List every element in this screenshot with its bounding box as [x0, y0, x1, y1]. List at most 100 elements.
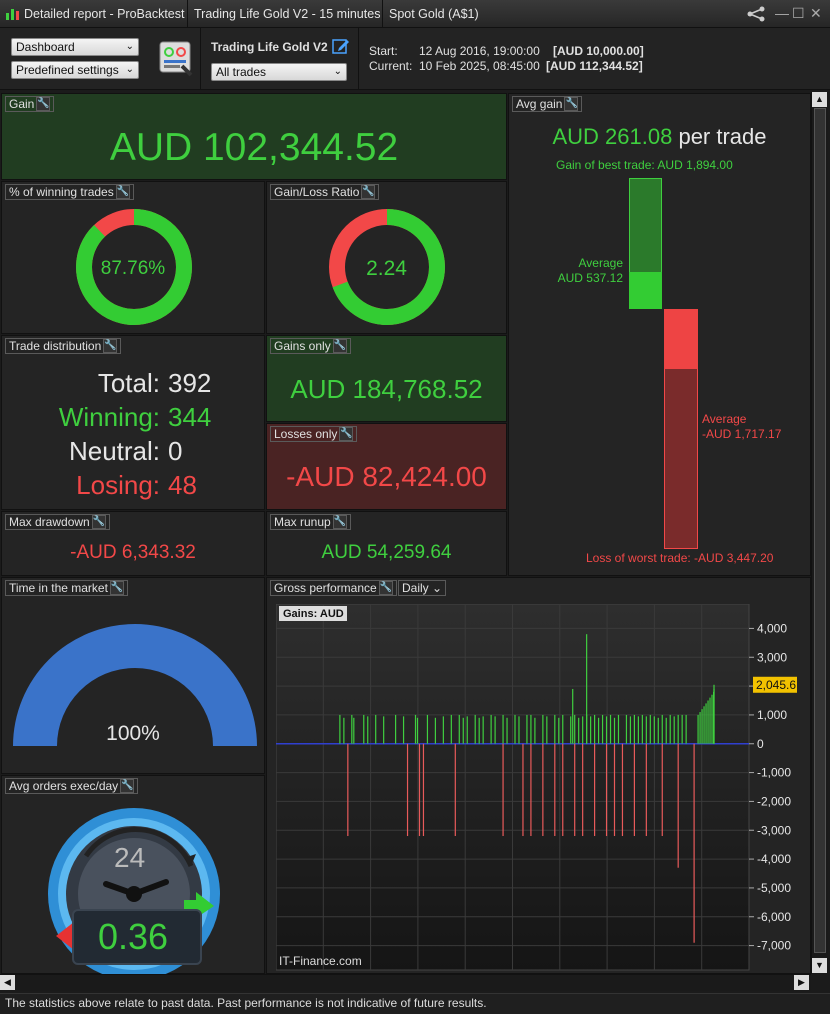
horizontal-scrollbar[interactable]: ◀ ▶ — [0, 974, 811, 991]
scroll-left-icon[interactable]: ◀ — [0, 975, 15, 990]
losing-label: Losing: — [76, 470, 160, 500]
gains-only-label-text: Gains only — [274, 339, 331, 353]
y-tick-label: -1,000 — [757, 766, 791, 780]
gains-only-value: AUD 184,768.52 — [290, 374, 483, 404]
winning-pct-value: 87.76% — [100, 258, 166, 279]
share-icon[interactable] — [746, 6, 766, 22]
maximize-icon[interactable]: ☐ — [792, 5, 805, 21]
trades-select-value: All trades — [216, 65, 267, 79]
total-value: 392 — [168, 368, 212, 398]
time-in-market-value: 100% — [106, 722, 160, 745]
strategy-name: Trading Life Gold V2 — [211, 40, 328, 54]
chevron-down-icon: ⌄ — [125, 64, 134, 75]
wrench-icon[interactable]: 🔧 — [120, 779, 135, 793]
toolbar-separator — [358, 28, 359, 90]
app-logo-icon — [6, 9, 19, 20]
chart-watermark: IT-Finance.com — [279, 954, 362, 968]
wrench-icon[interactable]: 🔧 — [36, 97, 51, 111]
view-select[interactable]: Dashboard ⌄ — [11, 38, 139, 56]
wrench-icon[interactable]: 🔧 — [361, 185, 376, 199]
y-tick-label: -5,000 — [757, 881, 791, 895]
settings-select-value: Predefined settings — [16, 63, 119, 77]
tab-label: Spot Gold (A$1) — [389, 7, 479, 21]
winning-pct-label: % of winning trades 🔧 — [5, 184, 134, 200]
chevron-down-icon: ⌄ — [432, 581, 443, 595]
gross-performance-label-text: Gross performance — [274, 581, 377, 595]
start-label: Start: — [369, 44, 398, 58]
toolbar: Dashboard ⌄ Predefined settings ⌄ Trading … — [0, 28, 830, 90]
gain-label-text: Gain — [9, 97, 35, 111]
max-runup-panel: Max runup 🔧 AUD 54,259.64 — [266, 511, 507, 576]
losses-only-value: -AUD 82,424.00 — [286, 461, 487, 492]
scroll-up-icon[interactable]: ▲ — [812, 92, 827, 107]
trade-distribution-panel: Trade distribution 🔧 Total: Winning: Neut… — [1, 335, 265, 510]
settings-select[interactable]: Predefined settings ⌄ — [11, 61, 139, 79]
gain-loss-ratio-label-text: Gain/Loss Ratio — [274, 185, 360, 199]
avg-gain-label-text: Avg gain — [516, 97, 563, 111]
avg-win-label: Average — [578, 256, 623, 270]
report-settings-icon[interactable] — [158, 40, 194, 78]
avg-orders-panel: Avg orders exec/day 🔧 24 0.36 — [1, 775, 265, 974]
time-in-market-panel: Time in the market 🔧 100% — [1, 577, 265, 774]
winning-value: 344 — [168, 402, 212, 432]
tab-detailed-report[interactable]: Detailed report - ProBacktest — [0, 0, 188, 28]
avg-loss-value: -AUD 1,717.17 — [702, 427, 782, 441]
current-value-badge — [753, 676, 797, 693]
y-tick-label: -3,000 — [757, 823, 791, 837]
scroll-down-icon[interactable]: ▼ — [812, 958, 827, 973]
gain-label: Gain 🔧 — [5, 96, 55, 112]
wrench-icon[interactable]: 🔧 — [378, 581, 393, 595]
vertical-scrollbar[interactable]: ▲ ▼ — [811, 92, 828, 974]
start-capital: [AUD 10,000.00] — [553, 44, 644, 58]
wrench-icon[interactable]: 🔧 — [564, 97, 579, 111]
tab-instrument[interactable]: Spot Gold (A$1) — [383, 0, 493, 28]
title-bar: Detailed report - ProBacktest Trading Li… — [0, 0, 830, 28]
losing-value: 48 — [168, 470, 197, 500]
winning-label: Winning: — [58, 402, 160, 432]
gain-loss-ratio-donut — [329, 209, 445, 325]
max-runup-value: AUD 54,259.64 — [321, 542, 452, 563]
horizontal-scroll-track[interactable] — [16, 977, 786, 989]
trades-select[interactable]: All trades ⌄ — [211, 63, 347, 81]
gain-loss-ratio-panel: Gain/Loss Ratio 🔧 2.24 — [266, 181, 507, 334]
close-icon[interactable]: ✕ — [810, 5, 822, 21]
worst-trade-label: Loss of worst trade: -AUD 3,447.20 — [586, 551, 774, 565]
wrench-icon[interactable]: 🔧 — [103, 339, 118, 353]
max-runup-label: Max runup 🔧 — [270, 514, 351, 530]
gains-only-label: Gains only 🔧 — [270, 338, 351, 354]
current-value-badge-text: 2,045.6 — [756, 678, 796, 692]
wrench-icon[interactable]: 🔧 — [91, 515, 106, 529]
wrench-icon[interactable]: 🔧 — [332, 515, 347, 529]
max-drawdown-value: -AUD 6,343.32 — [70, 542, 196, 563]
scroll-right-icon[interactable]: ▶ — [794, 975, 809, 990]
gain-loss-ratio-value: 2.24 — [366, 257, 407, 280]
losses-only-label-text: Losses only — [274, 427, 338, 441]
edit-strategy-icon[interactable] — [332, 37, 350, 55]
period-select[interactable]: Daily ⌄ — [398, 580, 447, 596]
winning-pct-label-text: % of winning trades — [9, 185, 114, 199]
clock-text: 24 — [114, 842, 146, 873]
wrench-icon[interactable]: 🔧 — [109, 581, 124, 595]
avg-loss-label: Average — [702, 412, 747, 426]
avg-gain-label: Avg gain 🔧 — [512, 96, 583, 112]
current-label: Current: — [369, 59, 413, 73]
losses-only-label: Losses only 🔧 — [270, 426, 358, 442]
y-tick-label: -2,000 — [757, 794, 791, 808]
gross-performance-panel: Gross performance🔧 Daily ⌄ 4,000 3,000 2,0… — [266, 577, 811, 974]
chevron-down-icon: ⌄ — [333, 66, 342, 77]
toolbar-separator — [200, 28, 201, 90]
period-select-value: Daily — [402, 581, 429, 595]
tab-strategy[interactable]: Trading Life Gold V2 - 15 minutes — [188, 0, 383, 28]
wrench-icon[interactable]: 🔧 — [332, 339, 347, 353]
current-capital: [AUD 112,344.52] — [546, 59, 643, 73]
neutral-value: 0 — [168, 436, 183, 466]
tab-label: Detailed report - ProBacktest — [24, 7, 185, 21]
best-trade-label: Gain of best trade: AUD 1,894.00 — [556, 158, 733, 172]
wrench-icon[interactable]: 🔧 — [339, 427, 354, 441]
vertical-scroll-thumb[interactable] — [814, 108, 826, 953]
tab-label: Trading Life Gold V2 - 15 minutes — [194, 7, 381, 21]
wrench-icon[interactable]: 🔧 — [115, 185, 130, 199]
max-runup-label-text: Max runup — [274, 515, 331, 529]
avg-gain-value: AUD 261.08 — [552, 124, 673, 149]
minimize-icon[interactable]: — — [775, 5, 789, 21]
